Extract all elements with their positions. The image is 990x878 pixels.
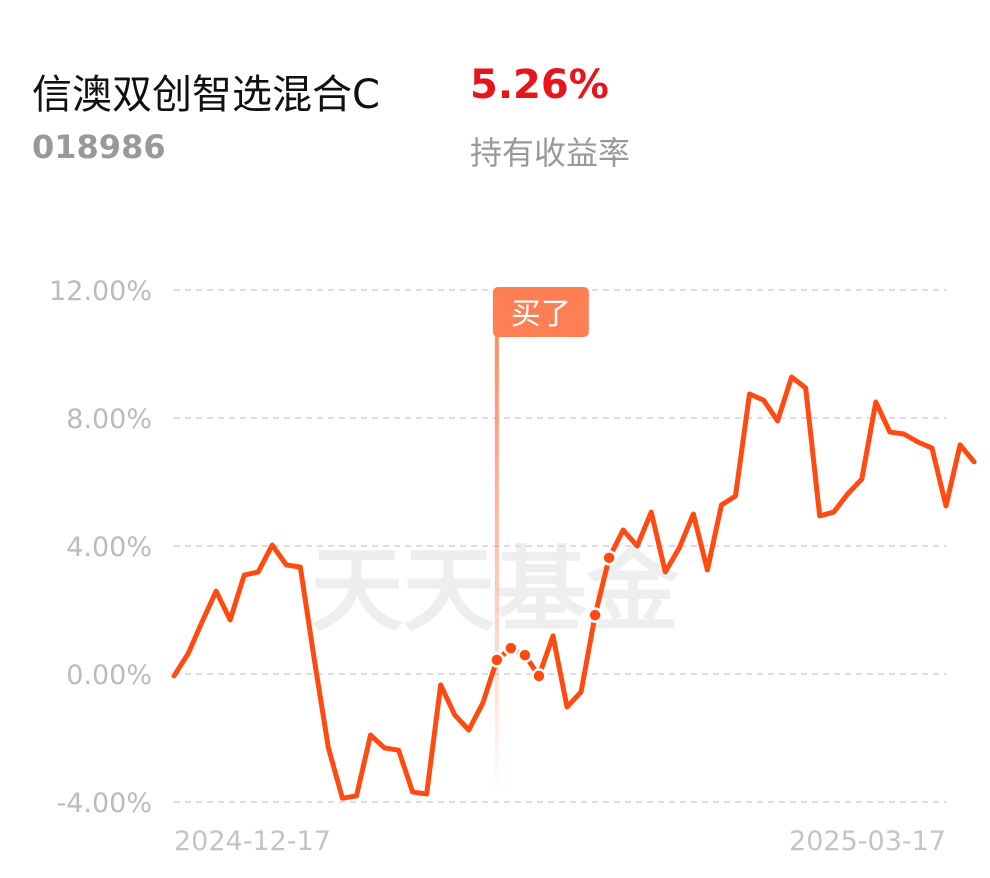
trade-dot (503, 640, 519, 656)
series-line (171, 374, 977, 801)
y-tick-label: 4.00% (66, 532, 152, 563)
y-tick-label: 12.00% (49, 276, 152, 307)
return-value: 5.26% (470, 62, 609, 108)
trade-dot (531, 668, 547, 684)
x-tick-label: 2024-12-17 (174, 826, 331, 857)
trade-dot (587, 607, 603, 623)
y-tick-label: -4.00% (56, 788, 152, 819)
y-tick-label: 0.00% (66, 660, 152, 691)
buy-badge (492, 287, 589, 337)
return-label: 持有收益率 (470, 134, 631, 172)
fund-code: 018986 (32, 128, 166, 166)
buy-line (494, 330, 499, 800)
fund-name: 信澳双创智选混合C (32, 72, 380, 118)
buy-label: 买了 (511, 297, 571, 332)
trade-dot (601, 550, 617, 566)
trade-dot (489, 652, 505, 668)
y-tick-label: 8.00% (66, 404, 152, 435)
trade-dot (517, 647, 533, 663)
x-tick-label: 2025-03-17 (789, 826, 946, 857)
